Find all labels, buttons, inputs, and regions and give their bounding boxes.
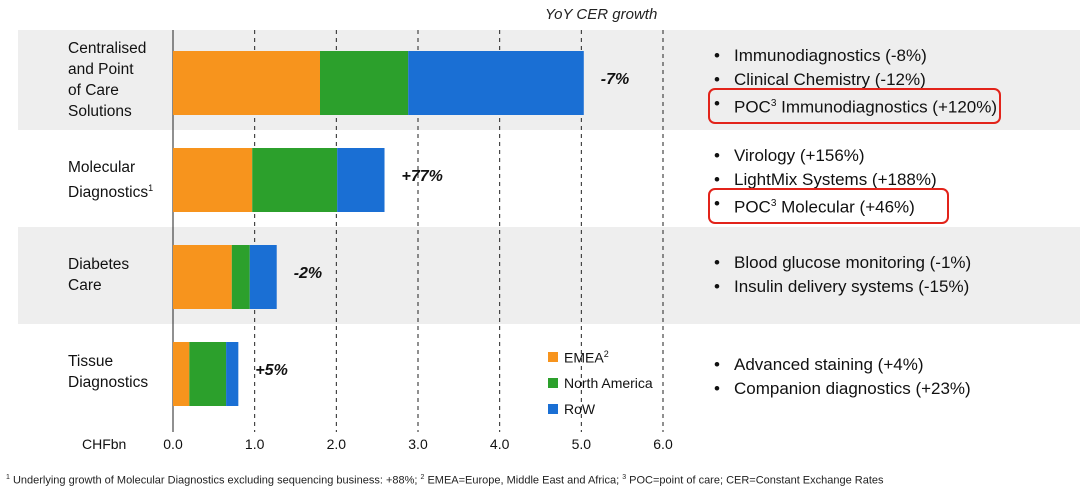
legend-label: North America: [564, 375, 653, 391]
bullet-item: Insulin delivery systems (-15%): [712, 275, 971, 299]
bullet-item: Virology (+156%): [712, 144, 937, 168]
row-label-1: Molecular Diagnostics1: [68, 157, 168, 203]
growth-label-0: -7%: [600, 71, 630, 88]
bar-0-north-america: [320, 51, 409, 115]
growth-label-1: +77%: [401, 168, 443, 185]
bullet-item: Companion diagnostics (+23%): [712, 377, 971, 401]
footnote-text: Underlying growth of Molecular Diagnosti…: [9, 474, 421, 487]
legend: EMEA2 North America RoW: [548, 344, 653, 422]
footnote-text: EMEA=Europe, Middle East and Africa;: [424, 474, 623, 487]
tick-label-5: 5.0: [571, 436, 592, 452]
tick-label-2: 2.0: [326, 436, 347, 452]
row-label-0: Centralised and Point of Care Solutions: [68, 38, 168, 122]
footnote-number: 3: [622, 474, 627, 481]
growth-label-3: +5%: [255, 362, 288, 379]
bar-1-emea: [173, 148, 253, 212]
bar-2-emea: [173, 245, 232, 309]
bullet-list-2: Blood glucose monitoring (-1%)Insulin de…: [712, 251, 971, 299]
row-label-line: Diagnostics1: [68, 183, 154, 202]
bar-0-row: [408, 51, 584, 115]
row-label-footnote-marker: 1: [148, 183, 154, 193]
legend-item-1: North America: [548, 370, 653, 396]
footnote-text: POC=point of care; CER=Constant Exchange…: [626, 474, 884, 487]
row-label-3: Tissue Diagnostics: [68, 351, 168, 393]
bullet-item: Advanced staining (+4%): [712, 353, 971, 377]
bar-3-row: [226, 342, 239, 406]
bullet-item: LightMix Systems (+188%): [712, 168, 937, 192]
row-label-line: Diabetes: [68, 256, 130, 273]
bullet-list-1: Virology (+156%)LightMix Systems (+188%)…: [708, 144, 949, 224]
row-label-line: Diagnostics: [68, 374, 149, 391]
chart-title: YoY CER growth: [545, 6, 658, 23]
legend-swatch: [548, 378, 558, 388]
bullet-list-3: Advanced staining (+4%)Companion diagnos…: [712, 353, 971, 401]
row-label-line: Molecular: [68, 159, 136, 176]
highlighted-bullet-item: POC3 Immunodiagnostics (+120%): [707, 88, 1002, 124]
row-label-line: Centralised: [68, 40, 147, 57]
footnote: 1 Underlying growth of Molecular Diagnos…: [6, 474, 884, 487]
row-label-line: of Care: [68, 82, 119, 99]
tick-label-1: 1.0: [244, 436, 265, 452]
legend-label: RoW: [564, 401, 596, 417]
bar-3-north-america: [189, 342, 227, 406]
row-label-2: Diabetes Care: [68, 254, 168, 296]
tick-label-3: 3.0: [408, 436, 428, 452]
bullet-item: Immunodiagnostics (-8%): [712, 44, 989, 68]
footnote-number: 1: [6, 474, 10, 481]
tick-label-0: 0.0: [163, 436, 183, 452]
legend-swatch: [548, 404, 558, 414]
tick-label-4: 4.0: [489, 436, 510, 452]
axis-unit-label: CHFbn: [82, 436, 127, 452]
bullet-item: Clinical Chemistry (-12%): [712, 68, 989, 92]
highlighted-bullet-item: POC3 Molecular (+46%): [708, 188, 949, 224]
bar-0-emea: [173, 51, 320, 115]
bar-1-row: [337, 148, 385, 212]
legend-item-0: EMEA2: [548, 344, 653, 370]
footnote-marker: 3: [770, 98, 777, 109]
growth-label-2: -2%: [293, 265, 323, 282]
legend-swatch: [548, 352, 558, 362]
legend-item-2: RoW: [548, 396, 653, 422]
tick-label-6: 6.0: [653, 436, 673, 452]
footnote-marker: 2: [603, 348, 609, 359]
footnote-marker: 3: [770, 198, 777, 209]
bullet-list-0: Immunodiagnostics (-8%)Clinical Chemistr…: [707, 44, 1002, 124]
bar-3-emea: [173, 342, 190, 406]
bar-1-north-america: [252, 148, 338, 212]
bar-2-north-america: [231, 245, 250, 309]
bar-2-row: [249, 245, 277, 309]
row-label-line: and Point: [68, 61, 134, 78]
row-label-line: Tissue: [68, 353, 114, 370]
bullet-item: Blood glucose monitoring (-1%): [712, 251, 971, 275]
legend-label: EMEA2: [564, 348, 609, 366]
row-label-line: Solutions: [68, 103, 132, 120]
row-label-line: Care: [68, 277, 102, 294]
footnote-number: 2: [420, 474, 425, 481]
